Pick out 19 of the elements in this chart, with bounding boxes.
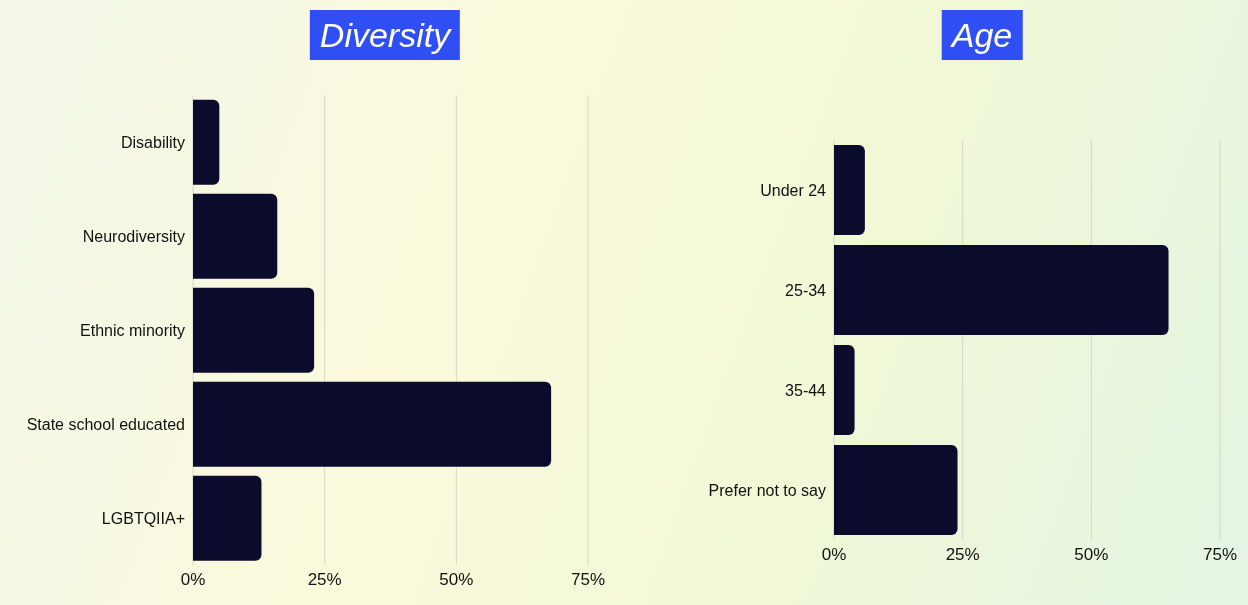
chart-title: Diversity bbox=[309, 10, 461, 60]
y-tick-label: Prefer not to say bbox=[708, 481, 826, 499]
y-tick-label: State school educated bbox=[26, 415, 185, 433]
y-tick-label: Under 24 bbox=[760, 181, 827, 199]
chart-title: Age bbox=[941, 10, 1023, 60]
y-tick-label: 25-34 bbox=[785, 281, 827, 299]
x-tick-label: 25% bbox=[307, 570, 342, 590]
y-tick-label: LGBTQIIA+ bbox=[101, 509, 185, 527]
x-tick-label: 0% bbox=[821, 545, 847, 565]
y-tick-label: Disability bbox=[120, 133, 185, 151]
x-tick-label: 75% bbox=[570, 570, 606, 590]
x-tick-label: 75% bbox=[1202, 545, 1238, 565]
x-tick-label: 0% bbox=[180, 570, 206, 590]
y-tick-label: 35-44 bbox=[785, 381, 827, 399]
y-tick-label: Neurodiversity bbox=[82, 227, 185, 245]
x-tick-label: 50% bbox=[439, 570, 474, 590]
x-tick-label: 25% bbox=[945, 545, 980, 565]
y-tick-label: Ethnic minority bbox=[80, 321, 185, 339]
x-tick-label: 50% bbox=[1074, 545, 1109, 565]
